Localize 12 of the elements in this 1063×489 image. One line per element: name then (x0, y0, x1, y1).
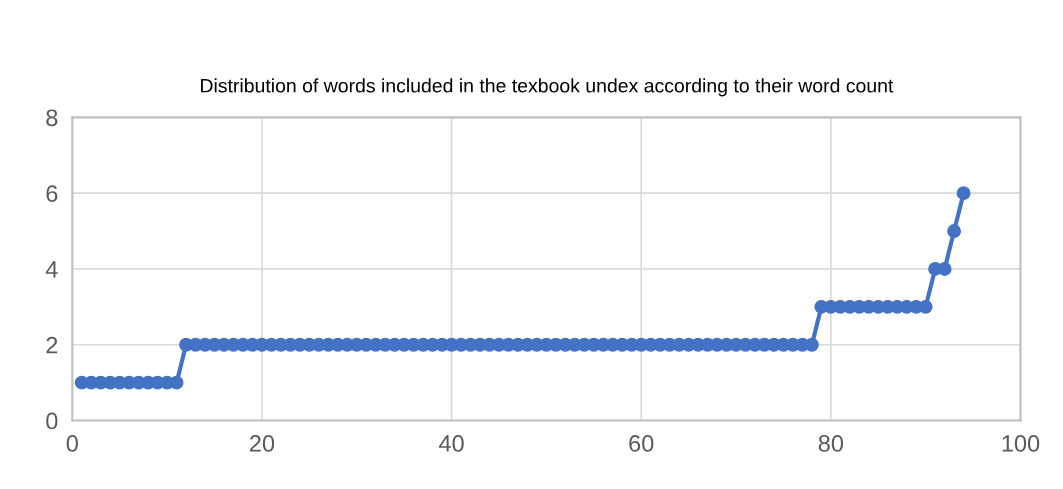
x-tick-label: 100 (1002, 435, 1040, 452)
x-tick-label: 40 (438, 435, 464, 452)
x-tick-label: 20 (249, 435, 275, 452)
y-tick-label: 0 (46, 412, 58, 430)
x-tick-label: 80 (818, 435, 844, 452)
x-tick-label: 60 (629, 435, 654, 452)
x-tick-label: 0 (66, 435, 78, 452)
y-tick-label: 4 (45, 261, 58, 278)
chart-title: Distribution of words included in the texbook undex according to their word count (201, 78, 894, 97)
y-tick-label: 8 (46, 109, 58, 127)
y-tick-label: 2 (46, 336, 58, 354)
y-tick-label: 6 (46, 185, 58, 202)
